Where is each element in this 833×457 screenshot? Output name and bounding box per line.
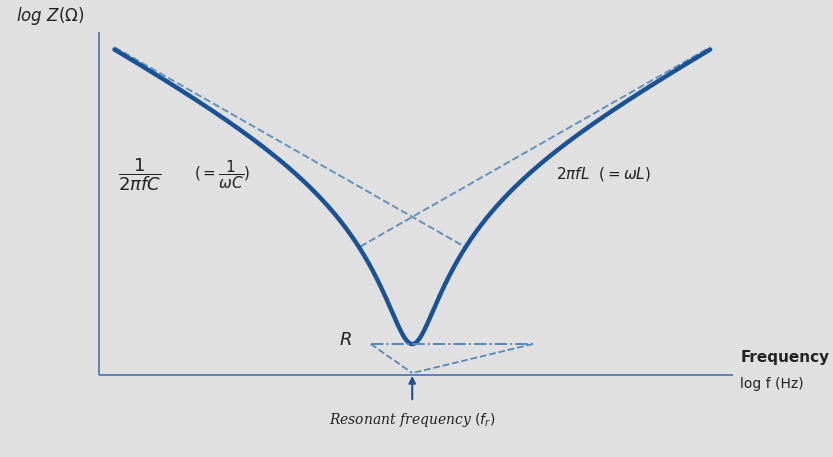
Text: log f (Hz): log f (Hz) xyxy=(741,377,804,391)
Text: $R$: $R$ xyxy=(339,330,352,349)
Text: $2\pi fL$  $(=\omega L)$: $2\pi fL$ $(=\omega L)$ xyxy=(556,165,651,183)
Text: $log\ Z(\Omega)$: $log\ Z(\Omega)$ xyxy=(17,5,85,27)
Text: Resonant frequency $(f_r)$: Resonant frequency $(f_r)$ xyxy=(329,411,496,429)
Text: $\dfrac{1}{2\pi fC}$: $\dfrac{1}{2\pi fC}$ xyxy=(118,156,162,193)
Text: $(=\dfrac{1}{\omega C})$: $(=\dfrac{1}{\omega C})$ xyxy=(193,158,250,191)
Text: Frequency: Frequency xyxy=(741,350,830,365)
